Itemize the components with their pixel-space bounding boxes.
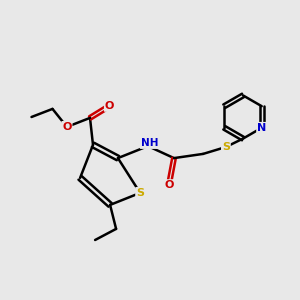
Text: O: O: [105, 101, 114, 111]
Text: O: O: [164, 180, 174, 190]
Text: O: O: [62, 122, 72, 132]
Text: S: S: [136, 188, 144, 198]
Text: NH: NH: [141, 138, 158, 148]
Text: N: N: [257, 123, 266, 133]
Text: S: S: [222, 142, 230, 152]
